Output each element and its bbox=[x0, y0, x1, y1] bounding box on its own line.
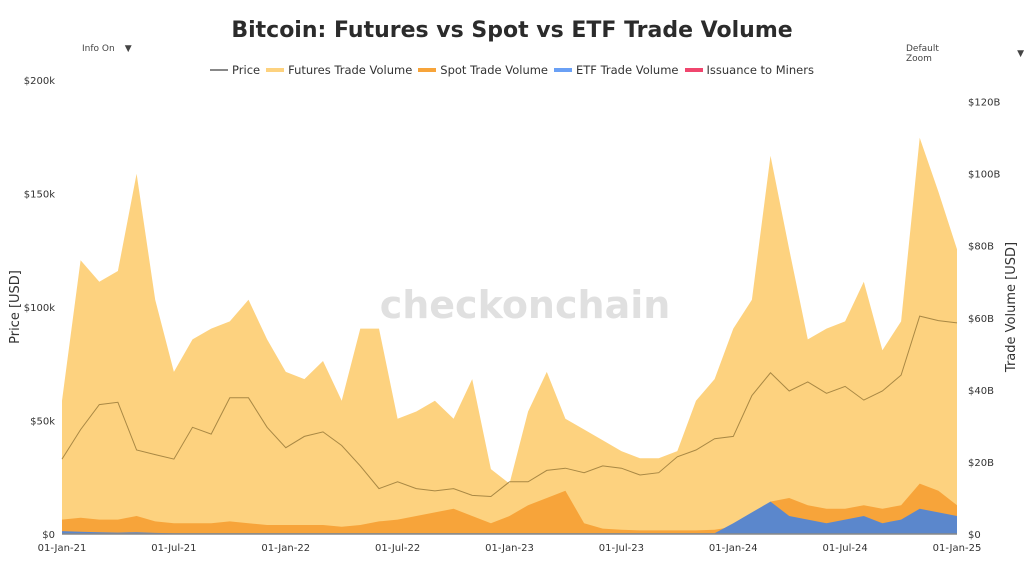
area-futures-trade-volume bbox=[62, 137, 957, 534]
y2-tick-label: $120B bbox=[968, 98, 1000, 109]
y-tick-label: $0 bbox=[42, 530, 55, 541]
legend-item-futures[interactable]: Futures Trade Volume bbox=[266, 63, 412, 77]
legend-label: ETF Trade Volume bbox=[576, 63, 679, 77]
x-tick-label: 01-Jan-23 bbox=[485, 543, 534, 554]
x-tick-label: 01-Jan-24 bbox=[709, 543, 758, 554]
y2-tick-label: $60B bbox=[968, 314, 994, 325]
x-tick-label: 01-Jul-22 bbox=[375, 543, 420, 554]
legend-item-price[interactable]: Price bbox=[210, 63, 260, 77]
y2-tick-label: $20B bbox=[968, 458, 994, 469]
chart-title: Bitcoin: Futures vs Spot vs ETF Trade Vo… bbox=[231, 18, 793, 43]
legend-label: Price bbox=[232, 63, 261, 77]
info-dropdown[interactable]: Info On ▼ bbox=[82, 44, 132, 54]
y-tick-label: $100k bbox=[24, 303, 55, 314]
y2-tick-label: $100B bbox=[968, 170, 1000, 181]
legend-swatch bbox=[210, 69, 229, 71]
legend-swatch bbox=[684, 68, 703, 72]
legend-swatch bbox=[418, 68, 437, 72]
legend-swatch bbox=[554, 68, 573, 72]
legend-item-issuance[interactable]: Issuance to Miners bbox=[684, 63, 814, 77]
y-axis-label: Price [USD] bbox=[8, 270, 23, 344]
info-dropdown-label: Info On bbox=[82, 44, 115, 54]
chevron-down-icon: ▼ bbox=[1017, 49, 1024, 59]
y2-tick-label: $0 bbox=[968, 530, 981, 541]
y2-tick-label: $40B bbox=[968, 386, 994, 397]
x-tick-label: 01-Jul-24 bbox=[822, 543, 867, 554]
legend-swatch bbox=[266, 68, 285, 72]
chevron-down-icon: ▼ bbox=[124, 44, 132, 54]
legend-label: Spot Trade Volume bbox=[440, 63, 549, 77]
line-price bbox=[61, 315, 958, 498]
x-tick-label: 01-Jan-25 bbox=[933, 543, 982, 554]
y2-axis-label: Trade Volume [USD] bbox=[1004, 242, 1019, 373]
legend-label: Issuance to Miners bbox=[706, 63, 814, 77]
y-tick-label: $150k bbox=[24, 190, 55, 201]
zoom-dropdown-label: Default Zoom bbox=[906, 44, 939, 64]
legend-item-etf[interactable]: ETF Trade Volume bbox=[554, 63, 679, 77]
y-tick-label: $50k bbox=[30, 417, 55, 428]
legend-label: Futures Trade Volume bbox=[288, 63, 413, 77]
zoom-dropdown[interactable]: Default Zoom ▼ bbox=[906, 44, 1024, 64]
y-tick-label: $200k bbox=[24, 76, 55, 87]
x-tick-label: 01-Jul-23 bbox=[599, 543, 644, 554]
x-tick-label: 01-Jan-21 bbox=[38, 543, 87, 554]
watermark: checkonchain bbox=[380, 283, 671, 327]
area-etf-trade-volume bbox=[62, 501, 957, 534]
legend: Price Futures Trade Volume Spot Trade Vo… bbox=[0, 63, 1024, 77]
x-tick-label: 01-Jul-21 bbox=[151, 543, 196, 554]
legend-item-spot[interactable]: Spot Trade Volume bbox=[418, 63, 548, 77]
y2-tick-label: $80B bbox=[968, 242, 994, 253]
x-tick-label: 01-Jan-22 bbox=[261, 543, 310, 554]
